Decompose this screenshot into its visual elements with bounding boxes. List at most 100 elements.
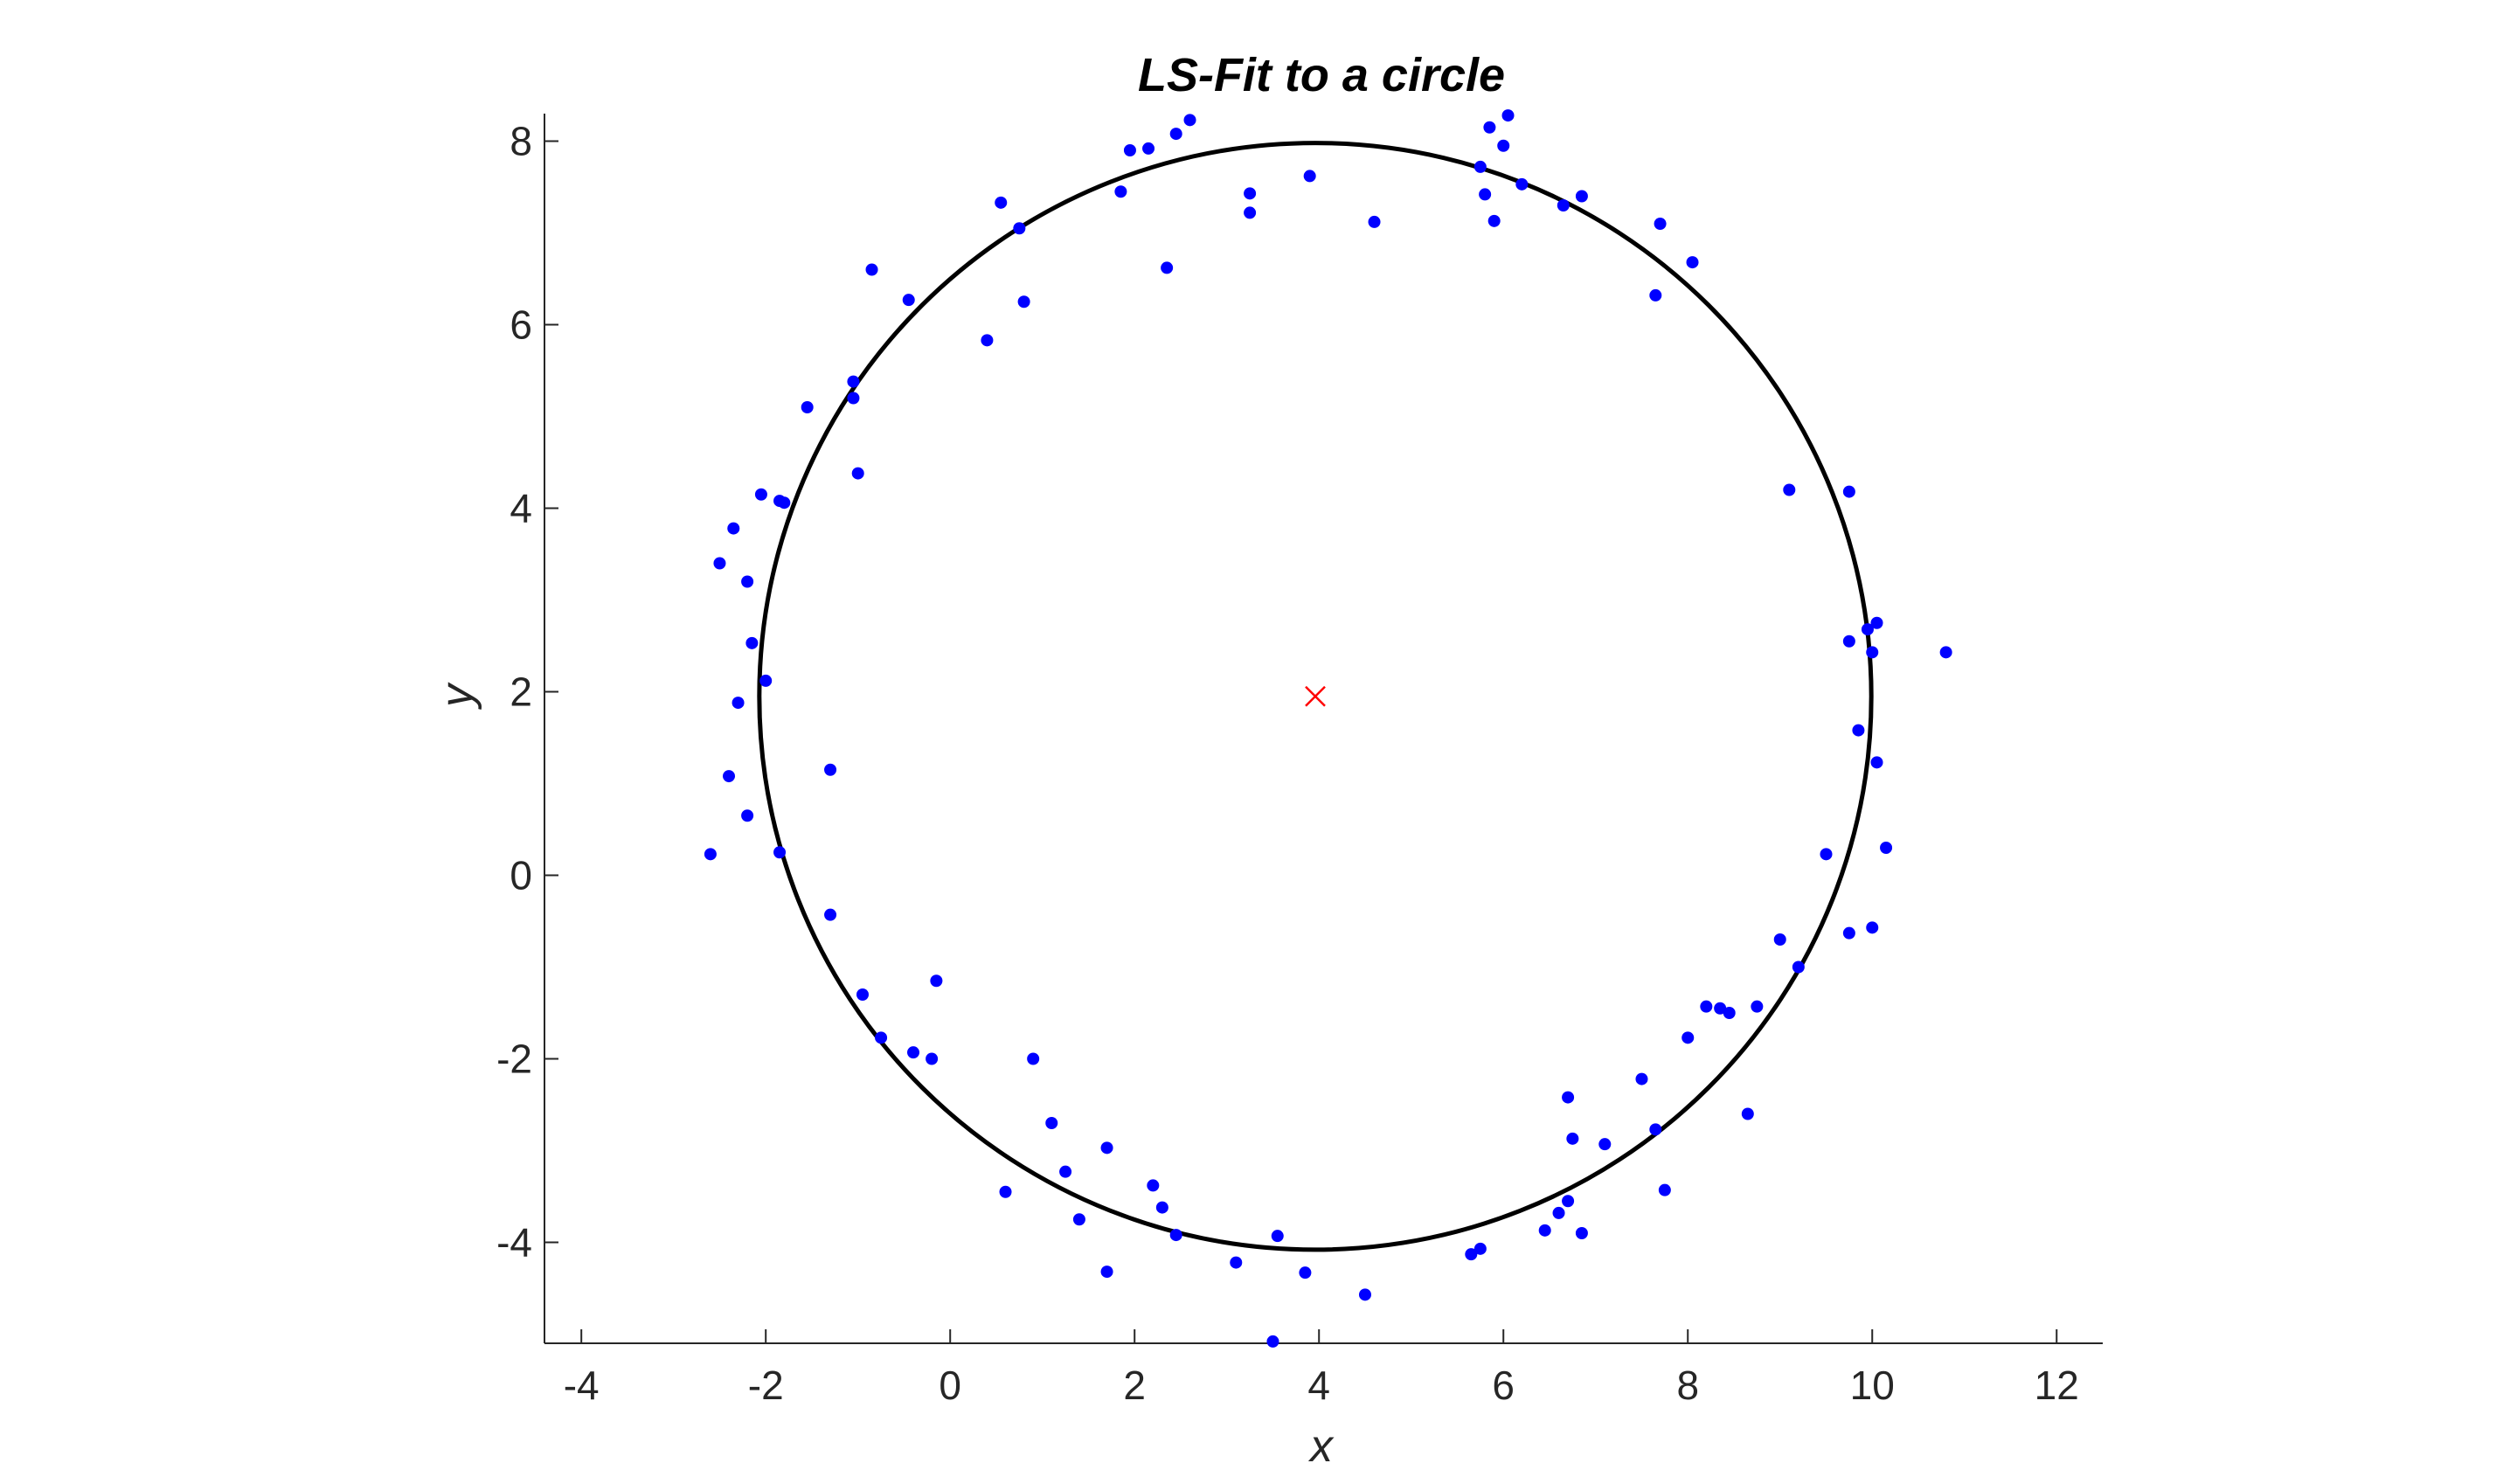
x-tick-label: 4 bbox=[1307, 1363, 1330, 1408]
data-point bbox=[1155, 1201, 1168, 1214]
data-point bbox=[1866, 646, 1879, 659]
data-point bbox=[1562, 1195, 1575, 1208]
y-tick-label: -2 bbox=[496, 1037, 532, 1082]
data-point bbox=[1686, 256, 1699, 269]
data-point bbox=[1515, 177, 1529, 191]
x-tick-label: 0 bbox=[939, 1363, 961, 1408]
data-point bbox=[1465, 1248, 1478, 1261]
data-point bbox=[1557, 199, 1570, 212]
data-point bbox=[847, 392, 860, 405]
data-point bbox=[1714, 1002, 1727, 1015]
fitted-circle bbox=[757, 141, 1874, 1252]
y-tick-label: 4 bbox=[510, 486, 532, 531]
data-point bbox=[1552, 1206, 1565, 1219]
data-point bbox=[851, 467, 864, 480]
data-point bbox=[741, 809, 754, 822]
data-point bbox=[1773, 933, 1786, 946]
data-point bbox=[1783, 483, 1796, 496]
data-point bbox=[1027, 1052, 1040, 1065]
data-point bbox=[1169, 1229, 1182, 1242]
data-point bbox=[1820, 848, 1833, 861]
data-points bbox=[704, 109, 1952, 1348]
data-point bbox=[1880, 842, 1893, 854]
data-point bbox=[1723, 1007, 1736, 1019]
data-point bbox=[824, 763, 837, 776]
data-point bbox=[1598, 1138, 1612, 1151]
data-point bbox=[1271, 1230, 1284, 1243]
data-point bbox=[999, 1185, 1012, 1198]
data-point bbox=[1741, 1107, 1754, 1120]
data-point bbox=[1575, 1227, 1588, 1239]
data-point bbox=[1142, 142, 1155, 155]
data-point bbox=[1654, 218, 1667, 230]
data-point bbox=[727, 522, 740, 535]
data-point bbox=[1013, 222, 1026, 235]
data-point bbox=[1842, 635, 1855, 648]
data-point bbox=[1842, 926, 1855, 940]
data-point bbox=[1358, 1288, 1371, 1301]
x-tick-label: 12 bbox=[2035, 1363, 2079, 1408]
data-point bbox=[995, 196, 1008, 209]
data-point bbox=[1792, 960, 1805, 974]
data-point bbox=[1635, 1072, 1648, 1085]
data-point bbox=[1575, 190, 1588, 203]
fitted-circle-layer bbox=[757, 141, 1874, 1252]
data-point bbox=[1059, 1165, 1072, 1178]
x-tick-label: -2 bbox=[748, 1363, 784, 1408]
data-point bbox=[1017, 295, 1030, 309]
data-point bbox=[1861, 623, 1874, 636]
data-point bbox=[773, 846, 787, 859]
data-point bbox=[1649, 288, 1662, 302]
data-point bbox=[1147, 1179, 1160, 1192]
data-point bbox=[723, 770, 736, 783]
data-point bbox=[926, 1052, 939, 1065]
data-point bbox=[1100, 1141, 1113, 1155]
data-point bbox=[856, 988, 869, 1001]
data-point bbox=[1473, 160, 1487, 173]
data-point bbox=[1123, 144, 1136, 156]
data-point bbox=[1169, 128, 1182, 141]
data-point bbox=[1114, 185, 1127, 198]
x-tick-label: 8 bbox=[1676, 1363, 1699, 1408]
circle-center-layer bbox=[1305, 685, 1326, 707]
data-point bbox=[1870, 616, 1883, 629]
y-tick-label: 8 bbox=[510, 119, 532, 164]
data-point bbox=[1501, 109, 1515, 122]
data-point bbox=[1299, 1266, 1312, 1279]
data-point bbox=[1562, 1091, 1575, 1104]
x-tick-label: 2 bbox=[1123, 1363, 1146, 1408]
data-point bbox=[778, 496, 791, 510]
y-tick-label: 0 bbox=[510, 853, 532, 898]
data-point bbox=[713, 557, 726, 570]
data-point bbox=[981, 334, 994, 347]
data-point bbox=[759, 674, 773, 687]
data-point bbox=[1751, 1000, 1764, 1013]
x-axis-label: x bbox=[1307, 1421, 1335, 1472]
data-point bbox=[1045, 1117, 1058, 1129]
data-point bbox=[801, 401, 814, 413]
y-tick-label: -4 bbox=[496, 1220, 532, 1266]
data-point bbox=[875, 1031, 888, 1044]
y-tick-label: 6 bbox=[510, 302, 532, 348]
data-point bbox=[1161, 261, 1174, 274]
data-point bbox=[1183, 114, 1196, 127]
data-point bbox=[1681, 1031, 1695, 1044]
data-point bbox=[704, 848, 717, 861]
axes: -4 -2 0 2 4 6 8 10 12 -4 -2 0 2 4 6 8 bbox=[496, 114, 2103, 1408]
center-marker-stroke bbox=[1305, 685, 1326, 707]
data-point bbox=[1487, 214, 1501, 227]
data-point bbox=[1483, 121, 1496, 134]
x-tick-label: 10 bbox=[1850, 1363, 1895, 1408]
data-point bbox=[1566, 1132, 1579, 1145]
data-point bbox=[865, 263, 878, 276]
data-point bbox=[1700, 1000, 1713, 1013]
y-axis-label: y bbox=[432, 682, 482, 710]
data-point bbox=[1368, 215, 1381, 228]
data-point bbox=[1658, 1183, 1671, 1196]
data-point bbox=[907, 1046, 920, 1059]
data-point bbox=[1479, 188, 1492, 201]
data-point bbox=[1244, 206, 1257, 219]
data-point bbox=[1538, 1224, 1551, 1237]
data-point bbox=[1852, 724, 1865, 737]
